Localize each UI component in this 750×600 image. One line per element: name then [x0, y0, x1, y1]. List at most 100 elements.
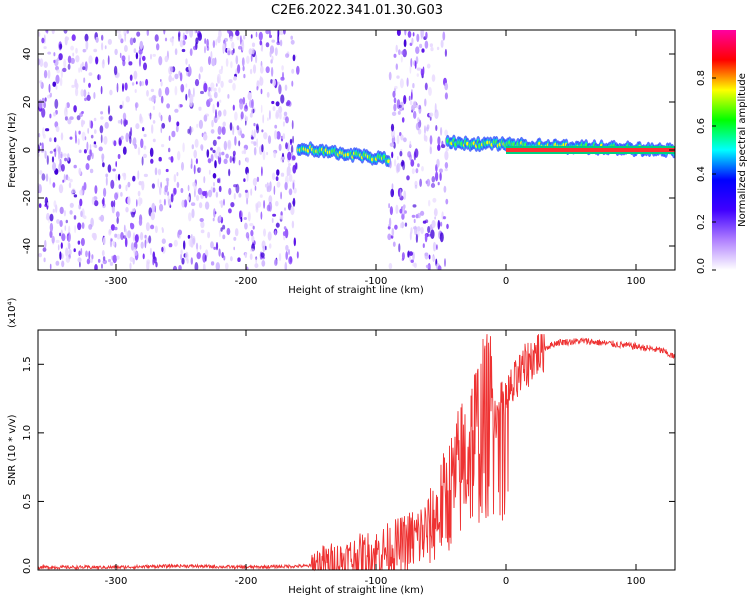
heatmap-noise-cell — [393, 141, 396, 149]
snr-y-ticks: 0.0 0.5 1.0 1.5 — [22, 356, 675, 574]
colorbar: 0.0 0.2 0.4 0.6 0.8 Normalized spectral ampl… — [696, 30, 748, 274]
heatmap-noise-cell — [233, 76, 237, 81]
heatmap-noise-cell — [212, 149, 216, 154]
heatmap-noise-cell — [399, 150, 403, 157]
heatmap-noise-cell — [396, 75, 400, 79]
heatmap-noise-cell — [264, 183, 268, 188]
heatmap-noise-cell — [409, 231, 412, 241]
heatmap-noise-cell — [414, 184, 418, 189]
heatmap-noise-cell — [215, 39, 218, 46]
heatmap-noise-cell — [102, 259, 108, 265]
heatmap-noise-cell — [60, 242, 63, 249]
heatmap-noise-cell — [112, 240, 116, 247]
heatmap-noise-cell — [115, 211, 120, 218]
heatmap-noise-cell — [189, 93, 194, 104]
heatmap-noise-cell — [65, 219, 69, 224]
heatmap-noise-cell — [433, 208, 438, 217]
heatmap-noise-cell — [282, 231, 286, 237]
heatmap-noise-cell — [414, 60, 417, 69]
heatmap-noise-cell — [84, 33, 89, 42]
heatmap-noise-cell — [443, 185, 447, 193]
heatmap-noise-cell — [415, 46, 420, 54]
heatmap-noise-cell — [260, 46, 263, 52]
heatmap-noise-cell — [420, 30, 425, 38]
heatmap-noise-cell — [157, 168, 162, 176]
heatmap-noise-cell — [84, 97, 87, 102]
heatmap-noise-cell — [159, 199, 162, 204]
heatmap-noise-cell — [262, 245, 266, 253]
heatmap-noise-cell — [51, 30, 55, 35]
heatmap-noise-cell — [251, 136, 254, 140]
heatmap-noise-cell — [218, 185, 222, 193]
heatmap-noise-cell — [442, 216, 446, 220]
heatmap-noise-cell — [283, 111, 288, 117]
heatmap-noise-cell — [424, 125, 426, 135]
heatmap-noise-cell — [390, 123, 395, 132]
heatmap-noise-cell — [73, 164, 77, 169]
heatmap-noise-cell — [440, 127, 443, 136]
heatmap-noise-cell — [38, 184, 42, 194]
heatmap-noise-cell — [431, 220, 436, 228]
heatmap-noise-cell — [150, 158, 154, 164]
heatmap-noise-cell — [220, 200, 224, 208]
heatmap-noise-cell — [89, 119, 91, 128]
heatmap-noise-cell — [129, 135, 132, 144]
heatmap-noise-cell — [400, 161, 404, 167]
heatmap-noise-cell — [154, 167, 158, 176]
heatmap-noise-cell — [268, 243, 272, 249]
colorbar-tick-label: 0.4 — [696, 166, 707, 182]
heatmap-noise-cell — [254, 263, 259, 269]
heatmap-noise-cell — [49, 263, 52, 270]
heatmap-noise-cell — [221, 126, 226, 135]
heatmap-noise-cell — [290, 206, 295, 216]
heatmap-noise-cell — [229, 122, 233, 131]
heatmap-noise-cell — [84, 61, 88, 72]
heatmap-noise-cell — [409, 140, 412, 148]
heatmap-noise-cell — [180, 83, 185, 93]
colorbar-label: Normalized spectral amplitude — [737, 73, 748, 227]
heatmap-noise-cell — [424, 82, 428, 91]
heatmap-noise-cell — [168, 114, 172, 123]
heatmap-noise-cell — [139, 80, 142, 87]
heatmap-noise-cell — [107, 38, 112, 45]
figure-title: C2E6.2022.341.01.30.G03 — [271, 3, 443, 18]
heatmap-noise-cell — [279, 215, 284, 220]
heatmap-noise-cell — [44, 239, 47, 249]
heatmap-noise-cell — [222, 234, 226, 240]
heatmap-noise-cell — [88, 250, 91, 260]
heatmap-noise-cell — [190, 257, 193, 265]
heatmap-noise-cell — [391, 183, 394, 190]
heatmap-noise-cell — [132, 175, 136, 182]
heatmap-noise-cell — [49, 92, 52, 98]
heatmap-noise-cell — [90, 134, 94, 139]
heatmap-noise-cell — [52, 182, 56, 188]
heatmap-noise-cell — [174, 48, 178, 56]
heatmap-noise-cell — [200, 229, 205, 234]
y-tick-label: 20 — [22, 96, 33, 109]
heatmap-noise-cell — [435, 125, 438, 131]
heatmap-noise-cell — [135, 52, 139, 60]
x-tick-label: -200 — [235, 276, 258, 287]
heatmap-noise-cell — [105, 176, 108, 186]
heatmap-noise-cell — [94, 144, 98, 149]
y-tick-label: 1.0 — [22, 425, 33, 441]
heatmap-noise-cell — [215, 109, 217, 119]
heatmap-noise-cell — [401, 213, 405, 220]
heatmap-noise-cell — [284, 207, 286, 211]
heatmap-noise-cell — [271, 172, 276, 181]
heatmap-noise-cell — [276, 169, 280, 176]
heatmap-noise-cell — [251, 98, 254, 109]
heatmap-noise-cell — [123, 224, 126, 233]
heatmap-noise-cell — [130, 223, 135, 230]
heatmap-noise-cell — [77, 138, 80, 146]
heatmap-noise-cell — [158, 112, 161, 118]
heatmap-noise-cell — [265, 30, 270, 35]
heatmap-noise-cell — [149, 247, 152, 256]
heatmap-noise-cell — [108, 228, 112, 234]
heatmap-noise-cell — [171, 130, 176, 138]
heatmap-noise-cell — [134, 102, 139, 109]
heatmap-noise-cell — [188, 63, 191, 72]
heatmap-noise-cell — [403, 190, 407, 200]
y-tick-label: 0 — [22, 147, 33, 153]
heatmap-noise-cell — [110, 224, 115, 231]
